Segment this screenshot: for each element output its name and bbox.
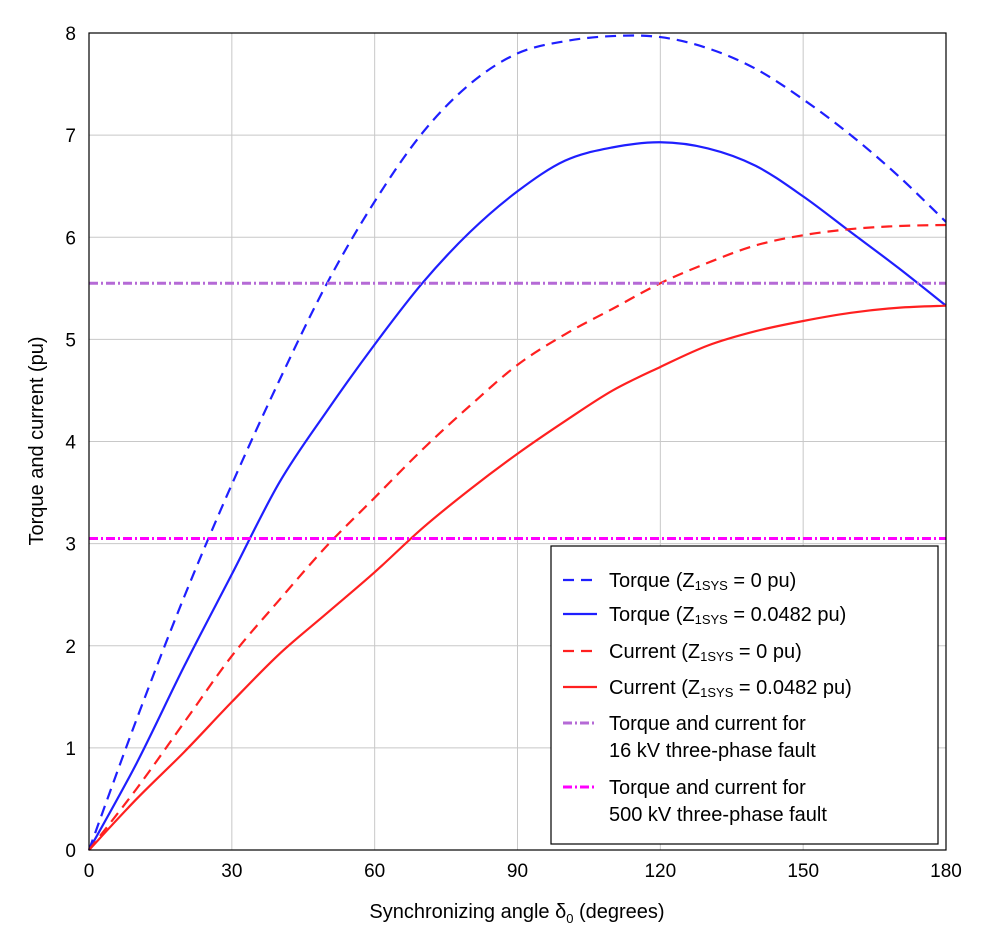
x-tick-label: 30 [221, 861, 242, 882]
legend-label-2: Torque (Z1SYS = 0.0482 pu) [609, 604, 846, 627]
y-tick-label: 6 [65, 228, 76, 249]
plot-frame [88, 32, 947, 851]
series-line-4 [88, 304, 947, 851]
legend-label-5: Torque and current for [609, 713, 806, 735]
y-tick-label: 0 [65, 841, 76, 862]
legend-label-6: Torque and current for [609, 777, 806, 799]
y-tick-label: 1 [65, 739, 76, 760]
x-tick-label: 150 [787, 861, 819, 882]
x-tick-label: 0 [84, 861, 95, 882]
series-line-3 [88, 223, 947, 851]
x-tick-label: 60 [364, 861, 385, 882]
series-line-2 [88, 141, 947, 851]
x-axis-label: Synchronizing angle δ0 (degrees) [369, 901, 664, 926]
legend-label-4: Current (Z1SYS = 0.0482 pu) [609, 677, 852, 700]
y-tick-label: 4 [65, 433, 76, 454]
legend-box [550, 545, 939, 845]
y-tick-label: 2 [65, 637, 76, 658]
legend-label-3: Current (Z1SYS = 0 pu) [609, 641, 802, 664]
y-tick-label: 8 [65, 24, 76, 45]
grid [89, 33, 946, 850]
series-layer [87, 34, 947, 851]
y-axis-label: Torque and current (pu) [26, 336, 48, 545]
legend-label-5-line2: 16 kV three-phase fault [609, 740, 816, 762]
y-tick-label: 7 [65, 126, 76, 147]
legend-label-6-line2: 500 kV three-phase fault [609, 804, 827, 826]
x-tick-label: 180 [930, 861, 962, 882]
legend: Torque (Z1SYS = 0 pu) Torque (Z1SYS = 0.0… [550, 545, 939, 845]
y-tick-label: 3 [65, 535, 76, 556]
x-tick-label: 120 [644, 861, 676, 882]
legend-label-1: Torque (Z1SYS = 0 pu) [609, 570, 796, 593]
x-axis-label-sub: 0 [566, 911, 573, 926]
series-line-1 [87, 34, 947, 851]
x-tick-label: 90 [507, 861, 528, 882]
x-axis-label-suffix: (degrees) [573, 901, 664, 923]
y-tick-label: 5 [65, 330, 76, 351]
ticks: 0 30 60 90 120 150 180 0 1 2 3 4 5 6 7 8 [65, 24, 961, 882]
